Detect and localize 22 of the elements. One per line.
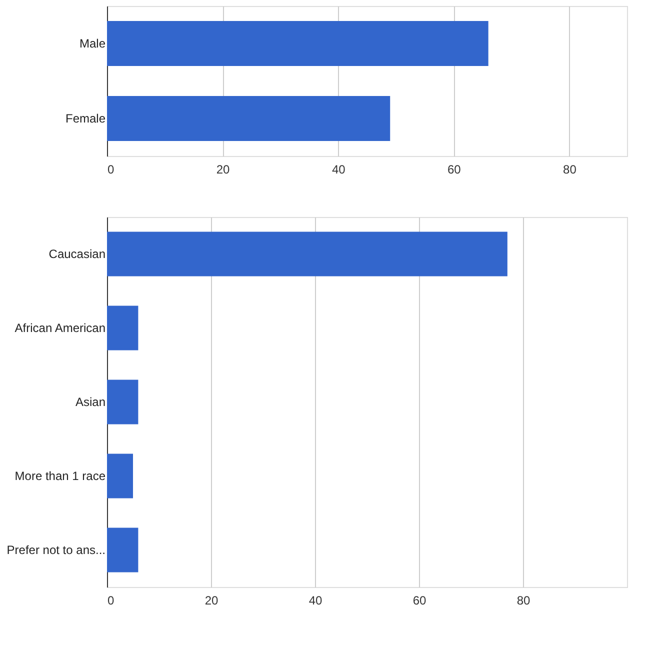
- y-tick-label: More than 1 race: [14, 469, 106, 483]
- bar: [107, 454, 133, 498]
- y-tick-label: Caucasian: [48, 247, 106, 261]
- bar: [107, 528, 138, 572]
- y-tick-label: Asian: [75, 395, 106, 409]
- y-tick-label: African American: [14, 321, 106, 335]
- bar: [107, 232, 508, 276]
- x-tick-label: 60: [447, 162, 462, 176]
- x-tick-label: 20: [216, 162, 230, 176]
- x-tick-label: 0: [108, 162, 114, 176]
- x-tick-label: 0: [108, 594, 114, 608]
- bar: [107, 380, 138, 424]
- bar: [107, 306, 138, 350]
- x-tick-label: 40: [308, 594, 322, 608]
- y-tick-label: Male: [79, 36, 106, 50]
- x-tick-label: 20: [204, 594, 218, 608]
- y-tick-label: Female: [65, 112, 106, 126]
- y-tick-label: Prefer not to ans...: [6, 543, 106, 557]
- x-tick-label: 60: [412, 594, 426, 608]
- x-tick-label: 40: [332, 162, 346, 176]
- x-tick-label: 80: [563, 162, 577, 176]
- x-tick-label: 80: [516, 594, 530, 608]
